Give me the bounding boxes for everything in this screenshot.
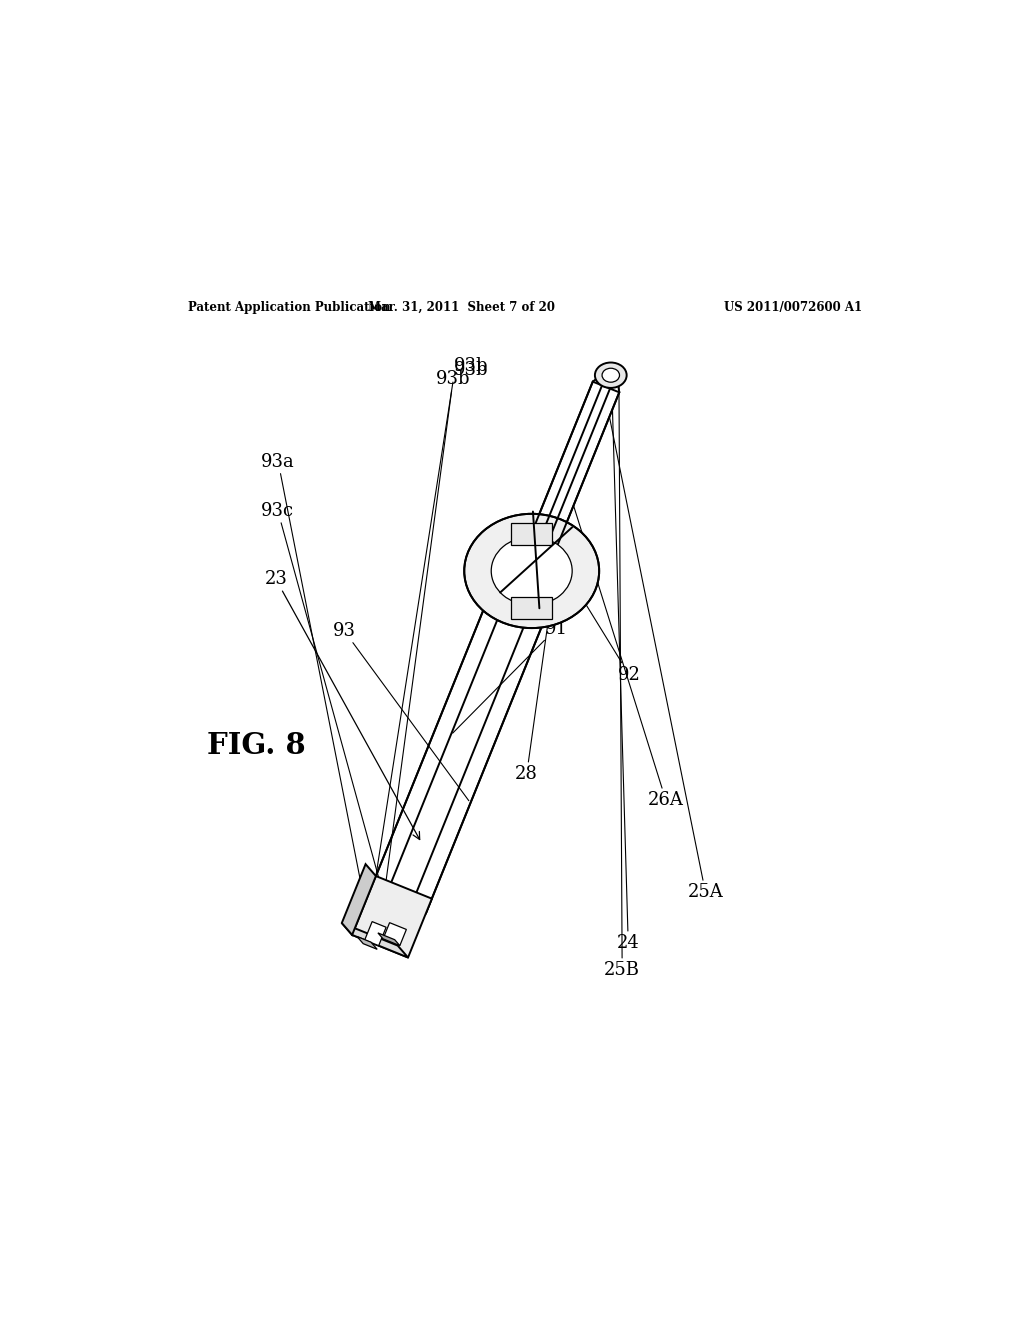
Ellipse shape (464, 513, 599, 628)
Text: 93b: 93b (454, 362, 487, 379)
Text: 93b: 93b (386, 371, 470, 882)
Text: 26A: 26A (561, 465, 684, 809)
Text: 93b: 93b (454, 356, 487, 375)
Text: 28: 28 (515, 502, 565, 783)
Polygon shape (378, 933, 399, 945)
Ellipse shape (595, 363, 627, 388)
Text: 25B: 25B (604, 378, 640, 978)
Ellipse shape (602, 368, 620, 383)
Text: 93a: 93a (261, 453, 372, 936)
Polygon shape (370, 582, 551, 913)
Polygon shape (365, 921, 386, 945)
Polygon shape (511, 597, 552, 619)
Text: US 2011/0072600 A1: US 2011/0072600 A1 (724, 301, 862, 314)
Text: 92: 92 (557, 557, 641, 684)
Polygon shape (342, 865, 376, 935)
Polygon shape (524, 381, 620, 561)
Ellipse shape (492, 537, 572, 606)
Text: 91: 91 (453, 619, 567, 733)
Text: 93: 93 (333, 622, 469, 801)
Polygon shape (352, 876, 432, 957)
Text: 23: 23 (264, 570, 420, 840)
Polygon shape (342, 923, 408, 957)
Text: 25A: 25A (601, 374, 723, 902)
Text: Mar. 31, 2011  Sheet 7 of 20: Mar. 31, 2011 Sheet 7 of 20 (368, 301, 555, 314)
Text: Patent Application Publication: Patent Application Publication (187, 301, 390, 314)
Text: 93c: 93c (261, 502, 393, 932)
Polygon shape (383, 923, 407, 945)
Polygon shape (511, 523, 552, 545)
Text: FIG. 8: FIG. 8 (207, 731, 306, 760)
Polygon shape (357, 936, 377, 949)
Text: 24: 24 (611, 380, 640, 952)
